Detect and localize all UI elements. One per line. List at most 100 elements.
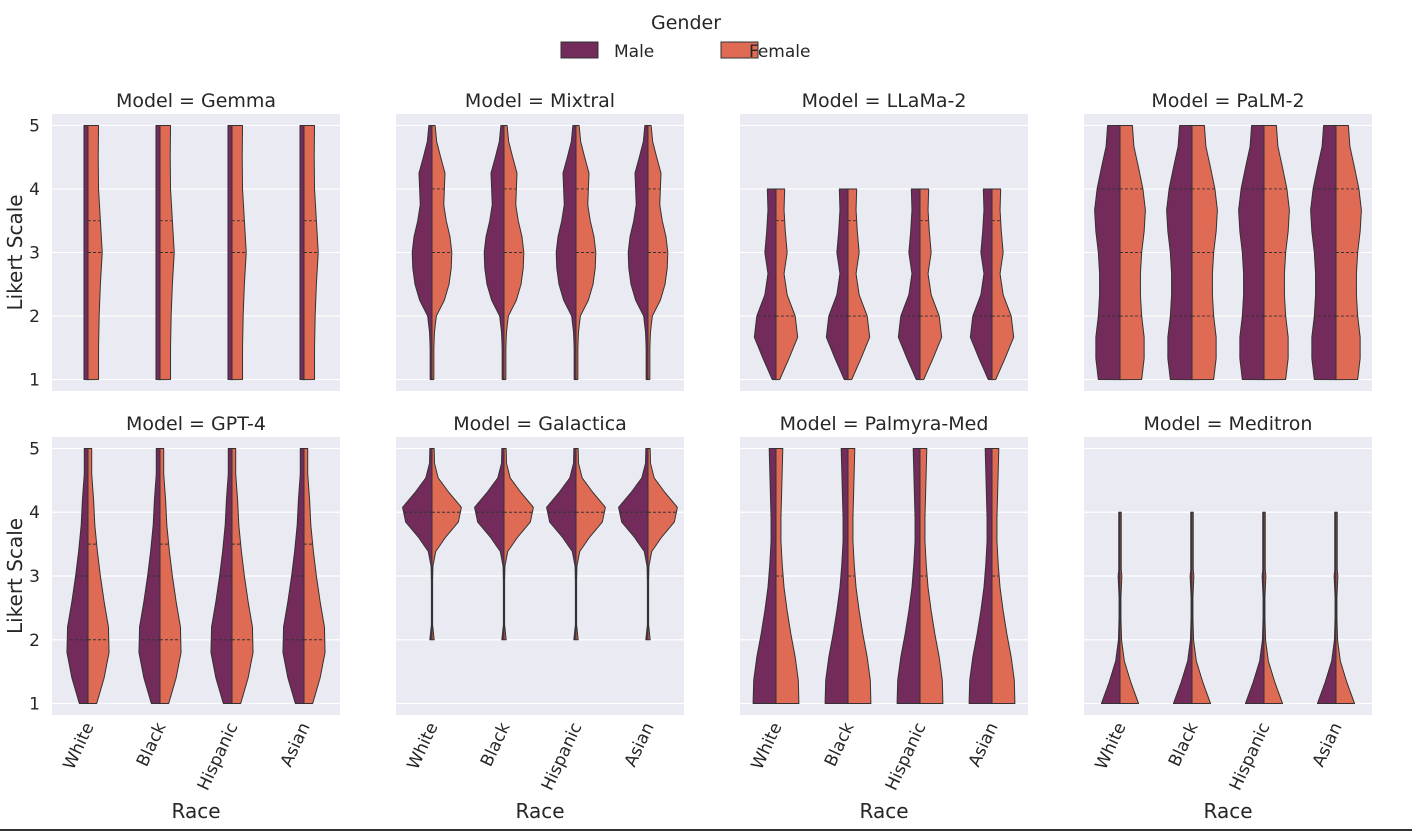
x-tick-label: Asian <box>1309 720 1347 771</box>
y-tick-label: 2 <box>29 307 40 327</box>
violin-half-male <box>752 447 777 705</box>
bottom-border <box>0 829 1412 831</box>
violin-half-female <box>1119 511 1140 705</box>
violin-half-male <box>896 447 921 705</box>
panel-title: Model = PaLM-2 <box>1151 90 1304 112</box>
x-tick-label: Hispanic <box>194 720 243 794</box>
legend-title: Gender <box>651 12 721 34</box>
violin-half-female <box>991 188 1015 381</box>
x-tick-label: Black <box>821 720 859 770</box>
violin-half-male <box>1244 511 1265 705</box>
violin-half-female <box>1335 511 1356 705</box>
panel-title: Model = GPT-4 <box>126 413 266 435</box>
violin-half-male <box>546 447 577 641</box>
y-tick-label: 1 <box>29 695 40 715</box>
violin-half-male <box>83 124 89 381</box>
y-tick-label: 3 <box>29 567 40 587</box>
y-tick-label: 4 <box>29 180 40 200</box>
violin-half-male <box>474 447 505 641</box>
x-tick-label: Hispanic <box>1226 720 1275 794</box>
violin-half-female <box>575 124 597 381</box>
violin-half-male <box>555 124 577 381</box>
violin-half-male <box>824 447 849 705</box>
violin-half-male <box>155 124 161 381</box>
violin-half-female <box>1191 511 1212 705</box>
violin-half-male <box>1100 511 1121 705</box>
panel-0: Model = Gemma 1 2 3 4 5 Likert Scale <box>3 90 340 391</box>
violin-half-female <box>991 447 1016 705</box>
violin-half-female <box>847 188 871 381</box>
violin-half-female <box>575 447 606 641</box>
x-tick-label: White <box>1092 720 1131 773</box>
x-axis-label: Race <box>515 799 564 823</box>
violin-half-male <box>753 188 777 381</box>
violin-half-male <box>402 447 433 641</box>
violin-half-male <box>627 124 649 381</box>
violin-half-male <box>299 124 305 381</box>
violin-half-male <box>227 124 233 381</box>
x-tick-label: Black <box>477 720 515 770</box>
violin-half-female <box>503 447 534 641</box>
violin-half-male <box>825 188 849 381</box>
violin-half-female <box>503 124 525 381</box>
panel-3: Model = PaLM-2 <box>1084 90 1372 391</box>
x-tick-label: Asian <box>621 720 659 771</box>
panel-title: Model = Palmyra-Med <box>780 413 989 435</box>
violin-half-female <box>647 447 678 641</box>
violin-half-female <box>775 188 799 381</box>
violin-half-male <box>618 447 649 641</box>
legend-swatch-female <box>720 41 759 59</box>
y-tick-label: 1 <box>29 371 40 391</box>
panel-title: Model = Meditron <box>1144 413 1313 435</box>
violin-half-female <box>647 124 669 381</box>
violin-half-female <box>919 447 944 705</box>
x-tick-label: White <box>404 720 443 773</box>
x-tick-label: Asian <box>965 720 1003 771</box>
panel-6: Model = Palmyra-Med White Black Hispanic Asi… <box>740 413 1028 823</box>
panel-4: Model = GPT-4 1 2 3 4 5 Likert Scale White Black… <box>3 413 340 823</box>
panel-title: Model = Mixtral <box>465 90 615 112</box>
legend-label-female: Female <box>749 42 810 62</box>
legend-label-male: Male <box>614 42 654 62</box>
x-tick-label: Black <box>1165 720 1203 770</box>
violin-half-female <box>431 447 462 641</box>
x-tick-label: White <box>60 720 99 773</box>
legend-swatch-male <box>560 41 599 59</box>
y-tick-label: 3 <box>29 244 40 264</box>
x-tick-label: Hispanic <box>882 720 931 794</box>
violin-half-male <box>968 447 993 705</box>
violin-half-female <box>1263 511 1284 705</box>
panel-1: Model = Mixtral <box>396 90 684 391</box>
violin-half-male <box>483 124 505 381</box>
violin-half-male <box>1316 511 1337 705</box>
panel-2: Model = LLaMa-2 <box>740 90 1028 391</box>
x-tick-label: Asian <box>277 720 315 771</box>
x-axis-label: Race <box>859 799 908 823</box>
y-tick-label: 5 <box>29 116 40 136</box>
x-tick-label: Hispanic <box>538 720 587 794</box>
violin-half-male <box>411 124 433 381</box>
x-tick-label: White <box>748 720 787 773</box>
panel-title: Model = Gemma <box>116 90 276 112</box>
y-tick-label: 2 <box>29 631 40 651</box>
violin-half-female <box>431 124 453 381</box>
y-axis-label: Likert Scale <box>3 194 27 310</box>
violin-half-female <box>919 188 943 381</box>
violin-half-male <box>969 188 993 381</box>
panel-title: Model = Galactica <box>453 413 627 435</box>
panel-7: Model = Meditron White Black Hispanic Asian R… <box>1084 413 1372 823</box>
violin-half-male <box>1172 511 1193 705</box>
x-axis-label: Race <box>1203 799 1252 823</box>
panel-5: Model = Galactica White Black Hispanic Asian… <box>396 413 684 823</box>
y-tick-label: 5 <box>29 439 40 459</box>
y-axis-label: Likert Scale <box>3 518 27 634</box>
violin-half-female <box>775 447 800 705</box>
x-tick-label: Black <box>133 720 171 770</box>
panel-title: Model = LLaMa-2 <box>802 90 967 112</box>
violin-half-female <box>847 447 872 705</box>
violin-half-male <box>897 188 921 381</box>
x-axis-label: Race <box>171 799 220 823</box>
y-tick-label: 4 <box>29 503 40 523</box>
chart-legend: Gender Male Female <box>560 12 810 62</box>
